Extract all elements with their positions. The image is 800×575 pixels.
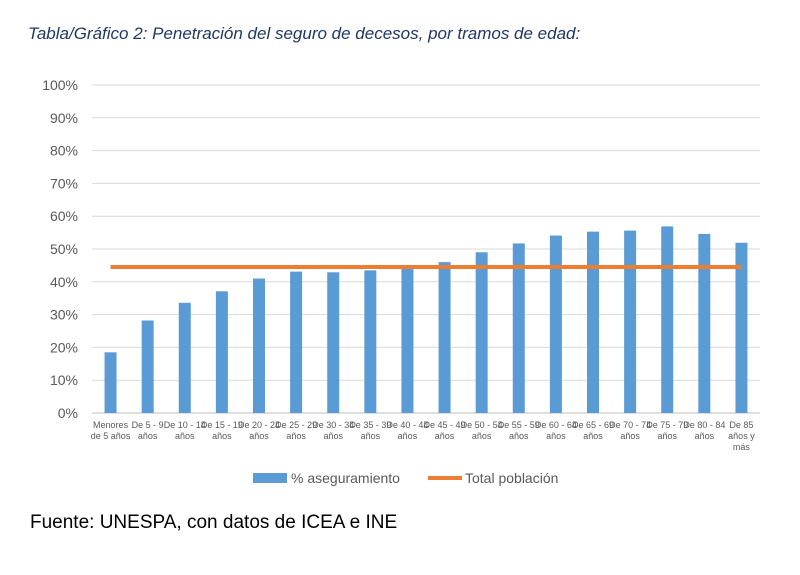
bar: [735, 242, 748, 413]
x-tick-label: De 80 - 84: [683, 420, 725, 430]
legend-bar-swatch: [253, 473, 287, 483]
x-tick-label: Menores: [93, 420, 129, 430]
x-tick-label: años: [175, 431, 195, 441]
x-tick-label: años: [138, 431, 158, 441]
x-tick-label: De 30 - 34: [312, 420, 354, 430]
bar: [253, 278, 265, 413]
bar: [364, 270, 377, 413]
x-tick-label: más: [733, 442, 751, 452]
x-tick-label: años: [546, 431, 566, 441]
x-tick-label: años: [212, 431, 232, 441]
x-tick-label: De 5 - 9: [132, 420, 164, 430]
x-tick-label: años: [620, 431, 640, 441]
y-tick-label: 70%: [50, 175, 78, 191]
x-tick-label: años y: [728, 431, 755, 441]
x-tick-label: De 45 - 49: [424, 420, 466, 430]
x-tick-label: años: [583, 431, 603, 441]
x-tick-label: años: [509, 431, 529, 441]
y-tick-label: 90%: [50, 110, 78, 126]
bar: [475, 252, 488, 413]
bar: [438, 262, 451, 413]
bar: [587, 231, 599, 413]
bar: [215, 291, 228, 413]
y-tick-label: 20%: [50, 339, 78, 355]
bar: [624, 230, 637, 413]
bar: [549, 235, 562, 413]
y-tick-label: 10%: [50, 372, 78, 388]
x-tick-label: años: [398, 431, 418, 441]
y-tick-label: 30%: [50, 307, 78, 323]
x-tick-label: de 5 años: [91, 431, 131, 441]
bar-chart: 0% 10% 20% 30% 40% 50% 60% 70% 80% 90% 100% Menores…: [42, 77, 760, 486]
bar: [178, 302, 191, 413]
x-tick-label: De 55 - 59: [498, 420, 540, 430]
bar: [290, 271, 303, 413]
y-tick-label: 60%: [50, 208, 78, 224]
x-tick-label: años: [695, 431, 715, 441]
bar: [104, 352, 117, 413]
bar: [661, 226, 674, 413]
bar: [401, 266, 414, 413]
x-tick-label: De 35 - 39: [349, 420, 391, 430]
y-tick-label: 40%: [50, 274, 78, 290]
x-tick-label: De 25 - 29: [275, 420, 317, 430]
y-tick-label: 100%: [42, 77, 78, 93]
x-tick-label: De 40 - 44: [386, 420, 428, 430]
legend-label: Total población: [465, 470, 558, 486]
x-tick-label: De 75 - 79: [646, 420, 688, 430]
bar: [327, 272, 340, 413]
bar: [698, 233, 711, 413]
x-tick-label: años: [435, 431, 455, 441]
x-tick-label: De 85: [729, 420, 753, 430]
x-tick-label: De 15 - 19: [201, 420, 243, 430]
x-tick-label: años: [472, 431, 492, 441]
y-tick-label: 0%: [58, 405, 78, 421]
bar: [141, 320, 154, 413]
x-tick-label: años: [323, 431, 343, 441]
x-tick-label: años: [249, 431, 269, 441]
x-tick-label: De 50 - 54: [461, 420, 503, 430]
x-tick-label: años: [657, 431, 677, 441]
chart-title: Tabla/Gráfico 2: Penetración del seguro …: [28, 24, 581, 43]
x-tick-label: años: [361, 431, 381, 441]
legend-label: % aseguramiento: [291, 470, 400, 486]
x-tick-label: años: [286, 431, 306, 441]
x-tick-label: De 70 - 74: [609, 420, 651, 430]
y-tick-label: 80%: [50, 143, 78, 159]
y-tick-label: 50%: [50, 241, 78, 257]
bar: [512, 243, 525, 413]
x-tick-label: De 10 - 14: [164, 420, 206, 430]
x-tick-label: De 65 - 69: [572, 420, 614, 430]
x-tick-label: De 20 - 24: [238, 420, 280, 430]
source-note: Fuente: UNESPA, con datos de ICEA e INE: [30, 512, 398, 533]
x-tick-label: De 60 - 64: [535, 420, 577, 430]
